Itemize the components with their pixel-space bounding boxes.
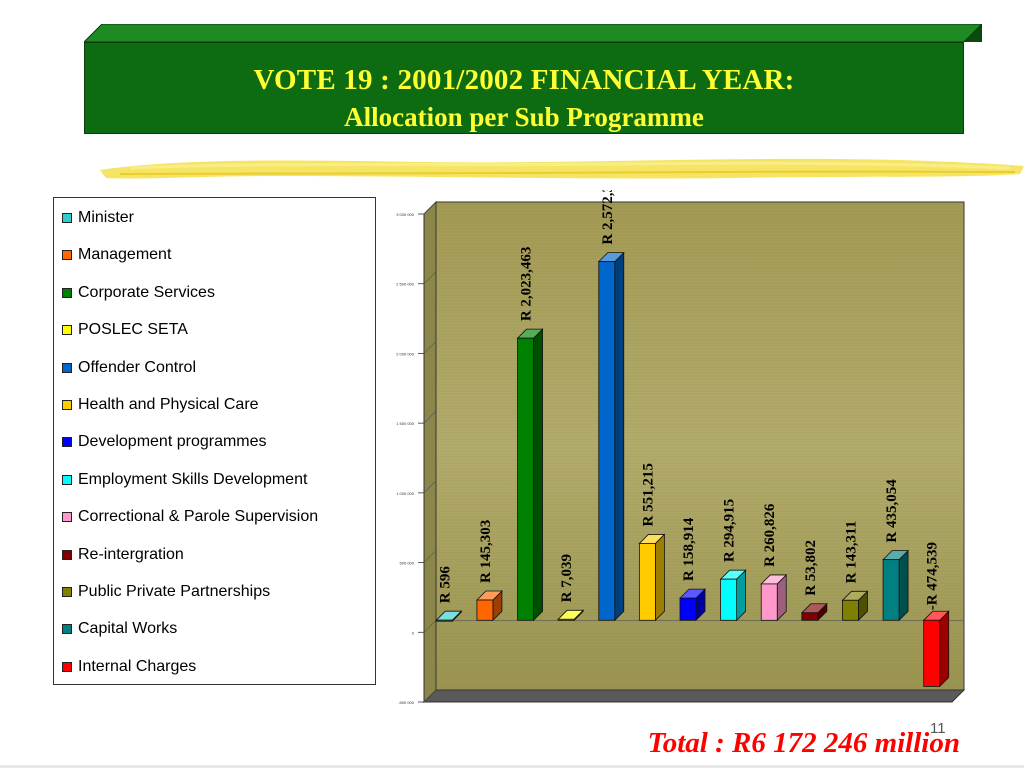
data-label: R 2,023,463 bbox=[519, 247, 535, 322]
y-tick-label: 2 500 000 bbox=[396, 282, 415, 287]
y-tick-label: 0 bbox=[412, 630, 415, 635]
legend-swatch bbox=[62, 325, 72, 336]
legend-swatch bbox=[62, 587, 72, 597]
legend-swatch bbox=[62, 624, 72, 635]
bar-side bbox=[614, 251, 625, 622]
y-gridline bbox=[423, 480, 437, 494]
bottom-divider bbox=[0, 765, 1024, 768]
legend-label: Minister bbox=[78, 209, 135, 226]
bar-side bbox=[533, 328, 543, 622]
y-tick-label: 3 000 000 bbox=[396, 212, 415, 217]
legend-label: Corporate Services bbox=[78, 283, 215, 301]
legend-swatch bbox=[62, 437, 72, 448]
legend-swatch bbox=[62, 213, 72, 223]
legend-item: Re-intergration bbox=[62, 545, 184, 565]
legend-item: Correctional & Parole Supervision bbox=[62, 507, 318, 527]
legend-swatch bbox=[62, 512, 72, 523]
legend-swatch bbox=[62, 400, 72, 410]
bar bbox=[517, 337, 534, 621]
legend-item: Minister bbox=[62, 208, 134, 228]
legend-item: Development programmes bbox=[62, 432, 267, 452]
data-label: R 2,572,347 bbox=[600, 190, 616, 245]
y-tick-label: 2 000 000 bbox=[396, 351, 415, 356]
bar bbox=[801, 612, 819, 621]
legend-label: Public Private Partnerships bbox=[78, 583, 271, 600]
total-label: Total : R6 172 246 million bbox=[647, 727, 960, 759]
slide-title: VOTE 19 : 2001/2002 FINANCIAL YEAR: bbox=[253, 64, 795, 96]
y-tick-label: -500 000 bbox=[398, 700, 415, 705]
legend-item: POSLEC SETA bbox=[62, 320, 188, 340]
legend-swatch bbox=[62, 362, 72, 373]
legend-label: Offender Control bbox=[78, 358, 196, 376]
bar bbox=[720, 578, 738, 621]
data-label: -R 474,539 bbox=[925, 542, 941, 610]
banner-3d-edge bbox=[84, 24, 982, 42]
data-label: R 294,915 bbox=[722, 499, 738, 562]
plot-side-wall bbox=[423, 200, 437, 704]
bar bbox=[476, 599, 494, 621]
y-gridline bbox=[423, 689, 437, 703]
y-tick-label: 1 500 000 bbox=[396, 421, 415, 426]
legend-item: Internal Charges bbox=[62, 657, 196, 677]
legend-item: Corporate Services bbox=[62, 283, 215, 303]
title-banner: VOTE 19 : 2001/2002 FINANCIAL YEAR: Allo… bbox=[84, 24, 982, 136]
legend-swatch bbox=[62, 287, 72, 298]
bar bbox=[842, 599, 859, 621]
bar bbox=[760, 583, 778, 621]
y-gridline bbox=[423, 341, 437, 354]
legend-item: Management bbox=[62, 245, 171, 265]
legend-label: Management bbox=[78, 246, 172, 264]
legend-label: Capital Works bbox=[78, 620, 178, 638]
bar-side bbox=[654, 533, 665, 622]
legend-label: Health and Physical Care bbox=[78, 396, 259, 413]
legend-swatch bbox=[62, 474, 72, 485]
legend-item: Offender Control bbox=[62, 358, 196, 378]
legend-label: Internal Charges bbox=[78, 657, 197, 675]
data-label: R 53,802 bbox=[803, 540, 819, 596]
data-label: R 260,826 bbox=[762, 503, 778, 567]
bar bbox=[882, 559, 900, 621]
legend-swatch bbox=[62, 549, 72, 560]
legend-item: Capital Works bbox=[62, 619, 177, 639]
bar bbox=[923, 619, 941, 687]
y-gridline bbox=[423, 620, 437, 633]
y-gridline bbox=[423, 271, 437, 284]
data-label: R 551,215 bbox=[640, 463, 656, 526]
bar-chart: -500 000 0 500 000 1 000 000 1 500 000 2 000 … bbox=[396, 190, 966, 705]
yellow-brush-stroke bbox=[100, 158, 1024, 179]
bar bbox=[557, 618, 575, 621]
bar bbox=[598, 261, 616, 621]
data-label: R 596 bbox=[437, 566, 453, 604]
legend-item: Health and Physical Care bbox=[62, 395, 259, 415]
legend-swatch bbox=[62, 250, 72, 261]
legend-label: Re-intergration bbox=[78, 545, 184, 563]
data-label: R 158,914 bbox=[681, 517, 697, 581]
plot-floor bbox=[422, 689, 966, 703]
bar bbox=[638, 543, 656, 621]
data-label: R 145,303 bbox=[478, 520, 494, 583]
y-tick-label: 1 000 000 bbox=[396, 491, 415, 496]
y-gridline bbox=[423, 201, 437, 215]
y-tick-label: 500 000 bbox=[400, 561, 415, 566]
bar-side bbox=[898, 549, 909, 622]
y-gridline bbox=[423, 550, 437, 563]
bar-side bbox=[939, 610, 950, 688]
legend-label: Correctional & Parole Supervision bbox=[78, 508, 319, 526]
data-label: R 143,311 bbox=[843, 521, 859, 584]
legend-label: Development programmes bbox=[78, 433, 267, 451]
legend-item: Employment Skills Development bbox=[62, 470, 307, 490]
bar bbox=[679, 597, 697, 621]
chart-legend: Minister Management Corporate Services POSL… bbox=[53, 197, 376, 685]
page-number: 11 bbox=[930, 720, 946, 737]
bar bbox=[435, 619, 453, 622]
y-gridline bbox=[423, 410, 437, 424]
slide-subtitle: Allocation per Sub Programme bbox=[344, 102, 704, 132]
banner-face bbox=[84, 42, 964, 134]
data-label: R 7,039 bbox=[559, 554, 575, 602]
data-label: R 435,054 bbox=[884, 479, 900, 543]
legend-label: POSLEC SETA bbox=[78, 321, 188, 339]
legend-swatch bbox=[62, 661, 72, 672]
legend-item: Public Private Partnerships bbox=[62, 582, 270, 602]
legend-label: Employment Skills Development bbox=[78, 470, 308, 488]
